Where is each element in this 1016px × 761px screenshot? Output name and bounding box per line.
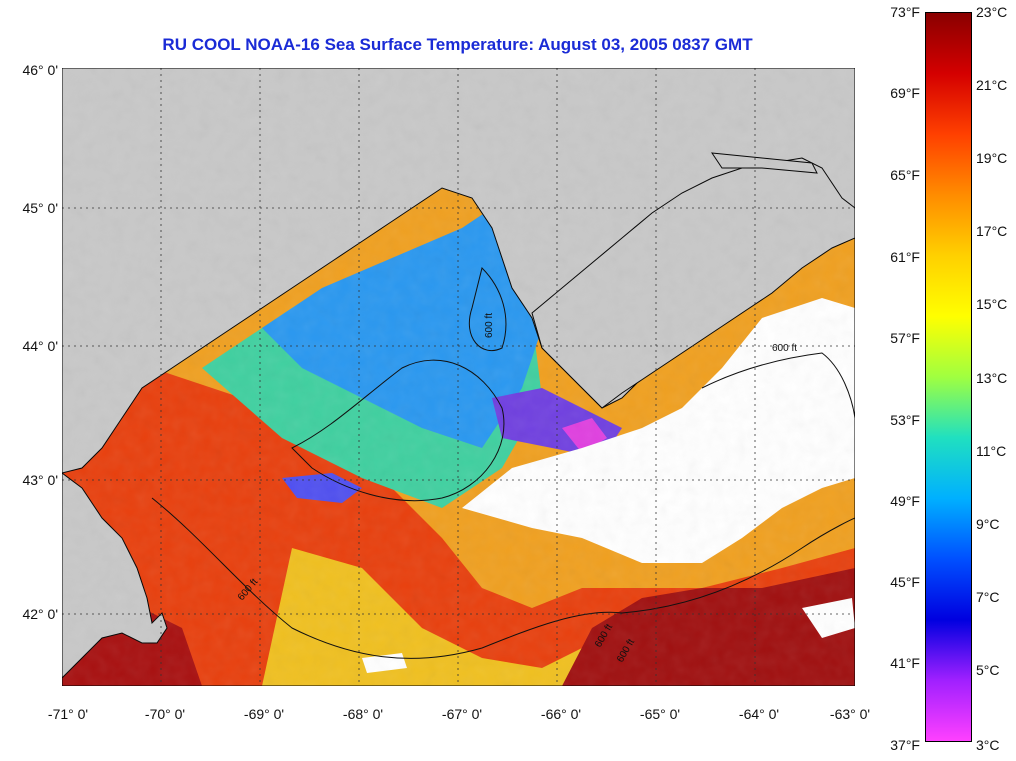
contour-lines	[151, 267, 855, 659]
f-label: 65°F	[890, 167, 920, 183]
graticule	[62, 68, 855, 686]
lon-label-69: -69° 0'	[243, 706, 285, 722]
c-label: 3°C	[976, 737, 1000, 753]
f-label: 45°F	[890, 574, 920, 590]
c-label: 5°C	[976, 662, 1000, 678]
map-title: RU COOL NOAA-16 Sea Surface Temperature:…	[162, 35, 753, 54]
sst-map: 600 ft 600 ft 600 ft 600 ft 600 ft	[62, 68, 855, 686]
f-label: 49°F	[890, 493, 920, 509]
f-label: 37°F	[890, 737, 920, 753]
f-label: 69°F	[890, 85, 920, 101]
c-label: 7°C	[976, 589, 1000, 605]
f-label: 57°F	[890, 330, 920, 346]
f-label: 41°F	[890, 655, 920, 671]
lon-label-63: -63° 0'	[829, 706, 871, 722]
lon-label-68: -68° 0'	[342, 706, 384, 722]
c-label: 21°C	[976, 77, 1008, 93]
f-label: 73°F	[890, 4, 920, 20]
c-label: 23°C	[976, 4, 1008, 20]
c-label: 19°C	[976, 150, 1008, 166]
lon-label-65: -65° 0'	[639, 706, 681, 722]
c-label: 17°C	[976, 223, 1008, 239]
f-label: 61°F	[890, 249, 920, 265]
f-label: 53°F	[890, 412, 920, 428]
c-label: 13°C	[976, 370, 1008, 386]
c-label: 9°C	[976, 516, 1000, 532]
contour-label: 600 ft	[484, 313, 495, 338]
c-label: 11°C	[976, 443, 1007, 459]
lat-label-43: 43° 0'	[22, 472, 58, 488]
lon-label-66: -66° 0'	[540, 706, 582, 722]
lat-label-44: 44° 0'	[22, 338, 58, 354]
lon-label-64: -64° 0'	[738, 706, 780, 722]
contour-label: 600 ft	[772, 343, 797, 354]
lat-label-45: 45° 0'	[22, 200, 58, 216]
lon-label-71: -71° 0'	[47, 706, 89, 722]
temperature-colorbar	[925, 12, 972, 742]
lon-label-70: -70° 0'	[144, 706, 186, 722]
c-label: 15°C	[976, 296, 1008, 312]
lon-label-67: -67° 0'	[441, 706, 483, 722]
lat-label-46: 46° 0'	[22, 62, 58, 78]
lat-label-42: 42° 0'	[22, 606, 58, 622]
